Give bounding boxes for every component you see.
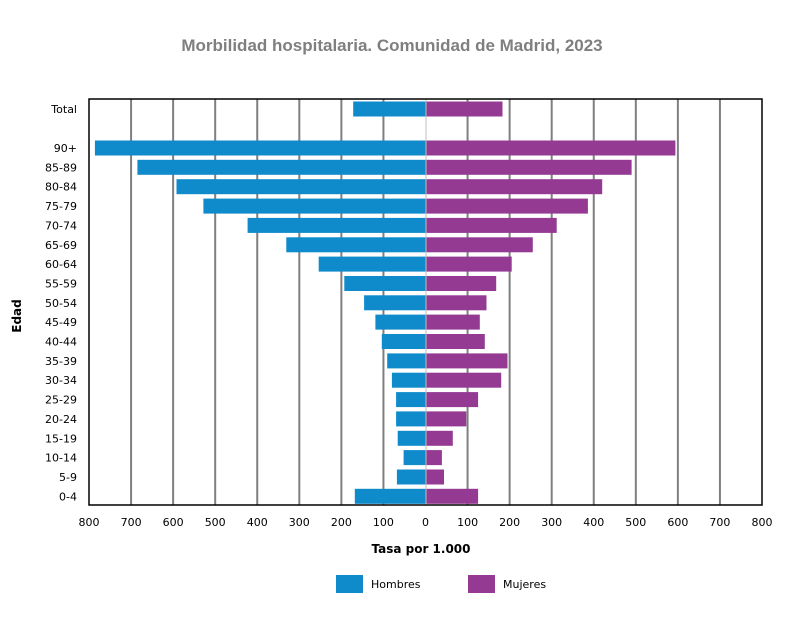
y-tick-label: 45-49 (45, 316, 77, 329)
y-tick-label: 65-69 (45, 239, 77, 252)
bar-mujeres-0-4 (425, 488, 479, 504)
x-tick-label: 200 (331, 516, 352, 529)
x-tick-label: 0 (422, 516, 429, 529)
y-tick-label: 40-44 (45, 336, 77, 349)
bar-hombres-20-24 (396, 411, 426, 427)
bar-hombres-45-49 (375, 314, 426, 330)
y-tick-labels: Total 90+ 85-89 80-84 75-79 70-74 65-69 60-64 55… (45, 103, 77, 503)
bar-mujeres-50-54 (425, 295, 487, 311)
x-tick-label: 600 (667, 516, 688, 529)
x-tick-label: 800 (79, 516, 100, 529)
chart-title: Morbilidad hospitalaria. Comunidad de Ma… (181, 36, 602, 55)
bar-mujeres-60-64 (425, 256, 512, 272)
bar-hombres-70-74 (247, 217, 426, 233)
bar-mujeres-35-39 (425, 353, 508, 369)
bars-group (94, 101, 676, 504)
legend-swatch-hombres (336, 575, 363, 593)
x-tick-label: 100 (457, 516, 478, 529)
y-tick-label: 80-84 (45, 181, 77, 194)
plot-border (88, 98, 763, 506)
y-tick-label: 75-79 (45, 200, 77, 213)
x-tick-label: 400 (583, 516, 604, 529)
bar-hombres-35-39 (387, 353, 426, 369)
x-tick-label: 200 (499, 516, 520, 529)
x-tick-label: 300 (541, 516, 562, 529)
y-tick-label: 35-39 (45, 355, 77, 368)
bar-mujeres-45-49 (425, 314, 480, 330)
x-tick-label: 800 (752, 516, 773, 529)
x-tick-label: 700 (121, 516, 142, 529)
legend-swatch-mujeres (468, 575, 495, 593)
bar-hombres-55-59 (344, 276, 426, 291)
x-tick-labels: 800 700 600 500 400 300 200 100 0 100 200 300 400 500… (79, 516, 773, 529)
bar-mujeres-Total (425, 101, 503, 117)
bar-hombres-90plus (94, 140, 426, 156)
x-tick-label: 700 (709, 516, 730, 529)
y-tick-label: 50-54 (45, 297, 77, 310)
bar-mujeres-90plus (425, 140, 676, 156)
bar-hombres-10-14 (403, 450, 426, 466)
y-tick-label: 25-29 (45, 394, 77, 407)
y-tick-label: 55-59 (45, 278, 77, 291)
bar-hombres-30-34 (391, 372, 426, 388)
bar-mujeres-70-74 (425, 217, 557, 233)
bar-mujeres-65-69 (425, 237, 533, 253)
bar-hombres-15-19 (397, 430, 426, 446)
legend-label-mujeres: Mujeres (503, 578, 546, 591)
bar-hombres-40-44 (381, 334, 426, 349)
bar-mujeres-25-29 (425, 392, 479, 408)
y-tick-label: 90+ (54, 142, 77, 155)
x-tick-label: 600 (163, 516, 184, 529)
bar-hombres-50-54 (364, 295, 426, 311)
legend-label-hombres: Hombres (371, 578, 421, 591)
bar-hombres-5-9 (396, 469, 426, 485)
y-tick-label: 30-34 (45, 374, 77, 387)
y-tick-label: 60-64 (45, 258, 77, 271)
y-tick-label: 15-19 (45, 432, 77, 445)
x-tick-label: 400 (247, 516, 268, 529)
bar-mujeres-5-9 (425, 469, 444, 485)
y-tick-label: Total (50, 103, 77, 116)
bar-hombres-80-84 (176, 179, 426, 195)
bar-hombres-60-64 (318, 256, 426, 272)
x-tick-label: 100 (373, 516, 394, 529)
y-tick-label: 10-14 (45, 452, 77, 465)
bar-hombres-65-69 (286, 237, 426, 253)
y-axis-label: Edad (10, 299, 24, 332)
legend: Hombres Mujeres (336, 575, 546, 593)
bar-hombres-85-89 (137, 159, 426, 175)
x-tick-label: 300 (289, 516, 310, 529)
bar-hombres-Total (353, 101, 426, 117)
bar-mujeres-15-19 (425, 430, 453, 446)
bar-hombres-0-4 (354, 488, 426, 504)
bar-mujeres-85-89 (425, 159, 632, 175)
bar-hombres-25-29 (396, 392, 426, 408)
x-tick-label: 500 (205, 516, 226, 529)
bar-mujeres-30-34 (425, 372, 502, 388)
x-tick-label: 500 (625, 516, 646, 529)
x-axis-label: Tasa por 1.000 (371, 542, 470, 556)
bar-mujeres-10-14 (425, 450, 442, 466)
y-tick-label: 20-24 (45, 413, 77, 426)
bar-mujeres-20-24 (425, 411, 467, 427)
bar-hombres-75-79 (203, 198, 426, 214)
y-tick-label: 85-89 (45, 161, 77, 174)
bar-mujeres-75-79 (425, 198, 588, 214)
y-tick-label: 0-4 (59, 490, 77, 503)
bar-mujeres-40-44 (425, 334, 485, 349)
y-tick-label: 70-74 (45, 219, 77, 232)
bar-mujeres-55-59 (425, 276, 497, 291)
y-tick-label: 5-9 (59, 471, 77, 484)
bar-mujeres-80-84 (425, 179, 603, 195)
